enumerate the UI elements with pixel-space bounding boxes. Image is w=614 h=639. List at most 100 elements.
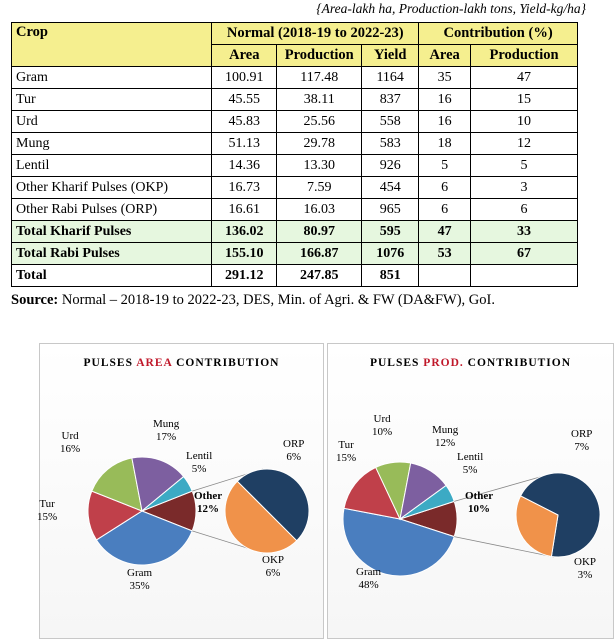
cell-yield: 454 [361, 176, 420, 199]
header-contribution-area: Area [418, 44, 472, 67]
pie-slice-gram [342, 507, 455, 577]
cell-c-production: 10 [470, 110, 578, 133]
slice-percent: 5% [462, 464, 478, 476]
slice-name: OKP [574, 556, 597, 568]
cell-crop: Mung [10, 132, 213, 155]
connector-line-bottom [454, 536, 555, 558]
cell-c-production: 15 [470, 88, 578, 111]
table-row: Other Rabi Pulses (ORP) 16.61 16.03 965 6 6 [10, 198, 578, 221]
cell-yield: 595 [361, 220, 420, 243]
cell-crop: Total [10, 264, 213, 287]
header-production: Production [276, 44, 363, 67]
breakout-label-okp: OKP 6% [262, 554, 284, 580]
cell-crop: Gram [10, 66, 213, 89]
header-crop: Crop [10, 22, 213, 67]
cell-crop: Other Rabi Pulses (ORP) [10, 198, 213, 221]
slice-percent: 16% [60, 443, 81, 455]
breakout-slice-orp [519, 472, 601, 558]
title-prefix: PULSES [369, 357, 424, 369]
cell-c-area [418, 264, 472, 287]
cell-production: 38.11 [276, 88, 363, 111]
total-kharif-row: Total Kharif Pulses 136.02 80.97 595 47 33 [10, 220, 578, 243]
cell-c-production: 33 [470, 220, 578, 243]
cell-production: 117.48 [276, 66, 363, 89]
cell-c-area: 47 [418, 220, 472, 243]
header-normal: Normal (2018-19 to 2022-23) [211, 22, 420, 45]
pie-label-urd: Urd 10% [372, 413, 392, 439]
pie-label-gram: Gram 48% [356, 566, 381, 592]
header-contribution: Contribution (%) [418, 22, 578, 45]
slice-percent: 6% [265, 567, 281, 579]
cell-area: 51.13 [211, 132, 278, 155]
title-suffix: CONTRIBUTION [172, 357, 280, 369]
pie-slice-lentil [399, 484, 455, 520]
cell-c-production: 3 [470, 176, 578, 199]
cell-c-production [470, 264, 578, 287]
pie-slice-lentil [141, 475, 193, 512]
pie-chart-svg [87, 456, 310, 566]
slice-percent: 15% [336, 452, 357, 464]
cell-yield: 1164 [361, 66, 420, 89]
slice-name: Other [194, 490, 223, 502]
pie-label-urd: Urd 16% [60, 430, 80, 456]
slice-percent: 10% [372, 426, 393, 438]
cell-area: 100.91 [211, 66, 278, 89]
cell-area: 291.12 [211, 264, 278, 287]
slice-name: Urd [61, 430, 79, 442]
slice-percent: 5% [191, 463, 207, 475]
cell-production: 25.56 [276, 110, 363, 133]
pie-label-mung: Mung 17% [153, 418, 179, 444]
cell-production: 13.30 [276, 154, 363, 177]
source-label: Source: [11, 292, 59, 308]
cell-production: 16.03 [276, 198, 363, 221]
pie-label-lentil: Lentil 5% [457, 451, 483, 477]
slice-percent: 17% [156, 431, 177, 443]
header-contribution-production: Production [470, 44, 578, 67]
slice-percent: 7% [574, 441, 590, 453]
units-note: {Area-lakh ha, Production-lakh tons, Yie… [316, 1, 586, 16]
title-suffix: CONTRIBUTION [463, 357, 572, 369]
breakout-slice-okp [224, 480, 298, 554]
pie-slice-tur [87, 490, 144, 541]
cell-area: 45.83 [211, 110, 278, 133]
cell-yield: 1076 [361, 242, 420, 265]
cell-area: 45.55 [211, 88, 278, 111]
slice-percent: 48% [358, 579, 379, 591]
cell-yield: 851 [361, 264, 420, 287]
cell-yield: 926 [361, 154, 420, 177]
cell-c-production: 5 [470, 154, 578, 177]
cell-c-area: 6 [418, 198, 472, 221]
cell-crop: Urd [10, 110, 213, 133]
pie-label-tur: Tur 15% [336, 439, 356, 465]
pie-slice-gram [95, 510, 193, 566]
pie-label-other: Other 12% [194, 490, 222, 516]
table-row: Gram 100.91 117.48 1164 35 47 [10, 66, 578, 89]
cell-c-area: 35 [418, 66, 472, 89]
cell-crop: Lentil [10, 154, 213, 177]
pie-label-other: Other 10% [465, 490, 493, 516]
slice-name: Gram [127, 567, 153, 579]
cell-c-area: 5 [418, 154, 472, 177]
slice-percent: 15% [37, 511, 58, 523]
cell-yield: 837 [361, 88, 420, 111]
slice-percent: 12% [197, 503, 220, 515]
slice-name: Mung [153, 418, 180, 430]
cell-area: 16.61 [211, 198, 278, 221]
cell-yield: 558 [361, 110, 420, 133]
slice-name: Urd [373, 413, 391, 425]
table-row: Mung 51.13 29.78 583 18 12 [10, 132, 578, 155]
production-chart-title: PULSES PROD. CONTRIBUTION [328, 357, 613, 369]
breakout-slice-orp [236, 468, 310, 542]
slice-name: OKP [262, 554, 285, 566]
title-highlight: PROD. [423, 357, 464, 369]
slice-percent: 12% [435, 437, 456, 449]
table-subheader-row: Area Production Yield Area Production [12, 44, 578, 67]
cell-c-production: 67 [470, 242, 578, 265]
cell-production: 247.85 [276, 264, 363, 287]
table-row: Lentil 14.36 13.30 926 5 5 [10, 154, 578, 177]
breakout-label-orp: ORP 7% [571, 428, 592, 454]
pie-label-tur: Tur 15% [37, 498, 57, 524]
source-text: Normal – 2018-19 to 2022-23, DES, Min. o… [58, 292, 495, 308]
cell-crop: Total Kharif Pulses [10, 220, 213, 243]
pie-slice-mung [131, 456, 185, 512]
